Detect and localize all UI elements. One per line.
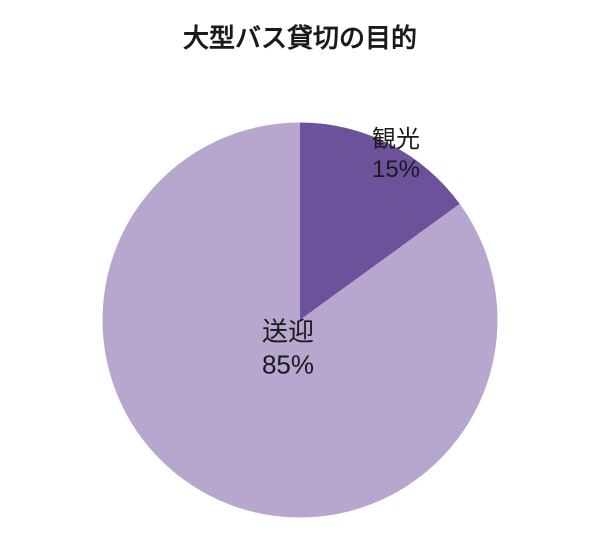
pie-svg bbox=[0, 0, 600, 545]
slice-label-1: 送迎85% bbox=[262, 316, 314, 381]
pie-chart: 観光15% 送迎85% bbox=[0, 0, 600, 545]
slice-label-0: 観光15% bbox=[372, 125, 420, 185]
slice-label-percent: 85% bbox=[262, 348, 314, 381]
slice-label-name: 送迎 bbox=[262, 316, 314, 349]
slice-label-percent: 15% bbox=[372, 155, 420, 185]
slice-label-name: 観光 bbox=[372, 125, 420, 155]
